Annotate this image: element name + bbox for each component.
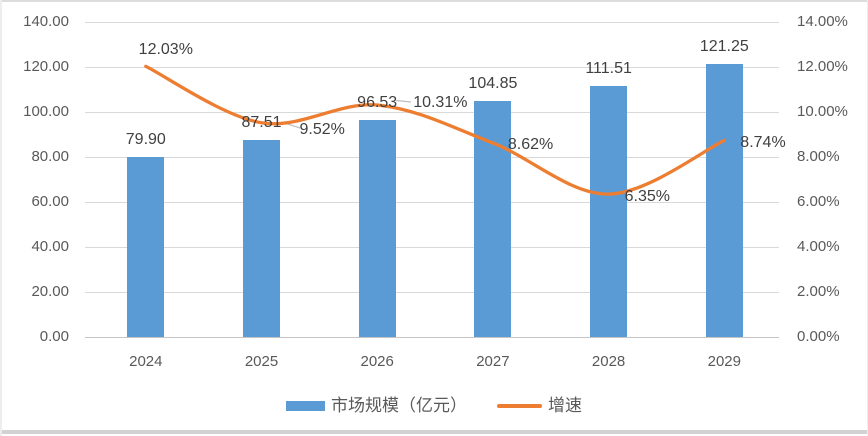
bar-series-swatch-icon [286,401,325,411]
legend: 市场规模（亿元） 增速 [0,395,868,417]
gridline [85,246,779,248]
line-value-label: 6.35% [624,188,670,206]
bar-value-label: 87.51 [241,114,282,132]
left-axis-tick-label: 80.00 [31,148,69,165]
left-axis-tick-label: 100.00 [23,103,69,120]
gridline [85,66,779,68]
legend-item-growth: 增速 [497,396,582,416]
x-axis-label-2025: 2025 [244,353,279,370]
line-value-label: 10.31% [413,94,468,112]
x-axis-label-2026: 2026 [360,353,394,370]
bar-value-label: 96.53 [357,93,398,111]
right-axis-tick-label: 12.00% [797,58,848,75]
x-axis-label-2024: 2024 [129,353,163,370]
bar-2024 [127,157,165,337]
line-value-label: 9.52% [299,120,345,138]
page-bottom-border [0,430,868,434]
x-axis-label-2029: 2029 [707,353,741,370]
bar-2027 [474,101,512,337]
bar-value-label: 111.51 [585,60,632,78]
page-top-border [0,0,868,2]
gridline [85,156,779,158]
left-axis-tick-label: 140.00 [23,13,69,30]
bar-value-label: 104.85 [468,75,518,93]
bar-value-label: 121.25 [699,38,749,56]
legend-item-market-size: 市场规模（亿元） [286,396,467,416]
line-value-label: 8.74% [740,134,786,152]
gridline [85,201,779,203]
left-axis-tick-label: 40.00 [31,238,69,255]
right-axis-tick-label: 4.00% [797,238,840,255]
right-axis-tick-label: 6.00% [797,193,840,210]
bar-2025 [243,140,280,337]
legend-label-growth: 增速 [548,396,582,415]
page-left-border [0,0,2,436]
line-value-label: 12.03% [138,41,193,59]
gridline [85,291,779,293]
right-axis-tick-label: 10.00% [797,103,848,120]
bar-value-label: 79.90 [125,131,166,149]
right-axis-tick-label: 14.00% [797,13,848,30]
right-axis-tick-label: 2.00% [797,283,840,300]
left-axis-tick-label: 60.00 [31,193,69,210]
line-series-swatch-icon [497,404,542,408]
bar-2026 [358,119,396,337]
gridline [85,336,779,338]
growth-rate-line [144,64,726,196]
gridline [85,21,779,23]
line-value-label: 8.62% [507,136,554,154]
left-axis-tick-label: 0.00 [39,328,69,345]
data-label-leader-line [285,122,301,129]
right-axis-tick-label: 8.00% [797,148,840,165]
x-axis-label-2027: 2027 [476,353,510,370]
bar-2029 [705,64,743,337]
x-axis-label-2028: 2028 [591,353,626,370]
data-label-leader-line [395,99,412,103]
left-axis-tick-label: 120.00 [23,58,69,75]
right-axis-tick-label: 0.00% [797,328,840,345]
legend-label-market-size: 市场规模（亿元） [331,396,467,415]
bar-2028 [590,86,628,337]
left-axis-tick-label: 20.00 [31,283,69,300]
